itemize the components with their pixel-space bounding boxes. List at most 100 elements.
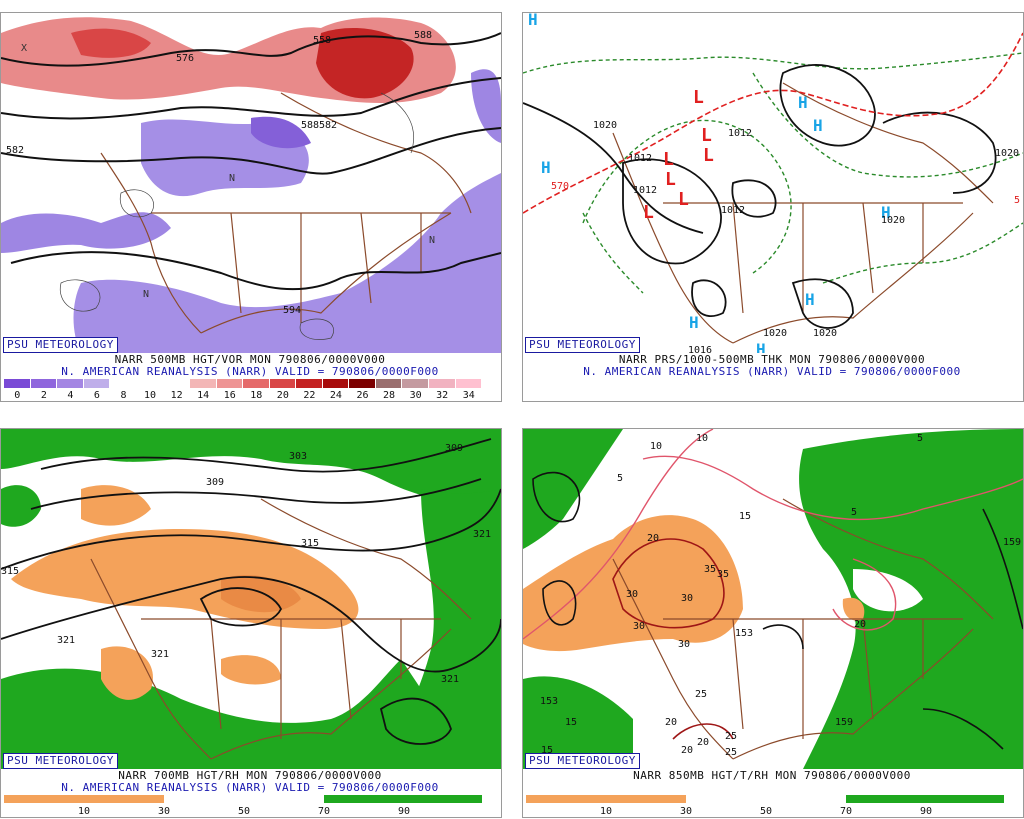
vorticity-colorbar-swatch	[110, 379, 137, 388]
vorticity-colorbar-tick: 34	[462, 390, 475, 401]
vorticity-colorbar-swatch	[455, 379, 483, 388]
panel-frame	[0, 428, 502, 818]
vorticity-colorbar-tick: 10	[144, 390, 157, 401]
height-contours	[532, 471, 1023, 750]
contour-label: 25	[695, 689, 707, 700]
contour-label: 321	[441, 674, 459, 685]
rh-moist-area	[523, 676, 633, 769]
vorticity-purple-area	[1, 212, 171, 253]
caption-product: NARR PRS/1000-500MB THK MON 790806/0000V…	[618, 353, 926, 366]
vorticity-min-marker: N	[429, 235, 435, 246]
caption-product: NARR 700MB HGT/RH MON 790806/0000V000	[118, 769, 382, 782]
contour-label: 159	[835, 717, 853, 728]
isobar-label: 1012	[628, 153, 652, 164]
contour-label: 30	[633, 621, 645, 632]
thickness-label: 5	[1014, 195, 1020, 206]
psu-meteorology-watermark: PSU METEOROLOGY	[3, 337, 118, 353]
contour-labels: 10 10 5 5 5 15 20 20 35 35 30 30 30 30 2…	[540, 433, 1021, 758]
vorticity-colorbar-tick: 24	[329, 390, 342, 401]
contour-label: 315	[301, 538, 319, 549]
vorticity-colorbar-tick: 0	[14, 390, 21, 401]
contour-label: 321	[151, 649, 169, 660]
contour-label: 321	[473, 529, 491, 540]
rh-colorbar-tick: 30	[679, 806, 693, 817]
psu-meteorology-watermark: PSU METEOROLOGY	[525, 337, 640, 353]
contour-label: 153	[735, 628, 753, 639]
vorticity-colorbar-swatch	[57, 379, 84, 388]
vorticity-colorbar-tick: 2	[40, 390, 47, 401]
temperature-contours-warm	[612, 538, 734, 740]
high-pressure-label: H	[689, 313, 699, 332]
contour-label: 20	[681, 745, 693, 756]
low-pressure-label: L	[678, 189, 689, 210]
contour-label: 588	[414, 30, 432, 41]
isobar-label: 1020	[995, 148, 1019, 159]
thickness-570-line	[523, 32, 1023, 214]
rh-dry-area	[523, 515, 743, 652]
caption-valid: N. AMERICAN REANALYSIS (NARR) VALID = 79…	[583, 365, 961, 378]
contour-label: 321	[57, 635, 75, 646]
vorticity-colorbar-swatch	[322, 379, 350, 388]
vorticity-min-marker: N	[143, 289, 149, 300]
vorticity-colorbar-swatch	[296, 379, 323, 388]
vorticity-colorbar-tick: 16	[223, 390, 236, 401]
rh-moist-area	[381, 489, 501, 769]
panel-850mb-t-rh: 10 10 5 5 5 15 20 20 35 35 30 30 30 30 2…	[522, 428, 1024, 818]
psu-meteorology-watermark: PSU METEOROLOGY	[3, 753, 118, 769]
vorticity-colorbar-swatch	[4, 379, 31, 388]
contour-label: 5	[917, 433, 923, 444]
low-pressure-label: L	[665, 169, 676, 190]
contour-label: 25	[725, 731, 737, 742]
vorticity-colorbar-tick: 14	[197, 390, 210, 401]
vorticity-min-marker: N	[229, 173, 235, 184]
caption-product: NARR 500MB HGT/VOR MON 790806/0000V000	[114, 353, 386, 366]
contour-label: 315	[1, 566, 19, 577]
isobar-label: 1020	[763, 328, 787, 339]
contour-label: 20	[647, 533, 659, 544]
vorticity-colorbar-tick: 28	[383, 390, 396, 401]
contour-label: 10	[696, 433, 708, 444]
thickness-contours	[523, 52, 1023, 294]
rh-colorbar-tick: 30	[157, 806, 171, 817]
isobars	[523, 64, 997, 329]
vorticity-colorbar-tick: 20	[276, 390, 289, 401]
caption-valid: N. AMERICAN REANALYSIS (NARR) VALID = 79…	[61, 365, 439, 378]
panel-frame	[0, 12, 502, 402]
high-pressure-label: H	[528, 13, 538, 29]
vorticity-colorbar-swatch	[349, 379, 376, 388]
high-pressure-label: H	[541, 158, 551, 177]
rh-colorbar-tick: 50	[237, 806, 251, 817]
high-pressure-label: H	[798, 93, 808, 112]
isobar-label: 1020	[881, 215, 905, 226]
contour-label: 20	[697, 737, 709, 748]
vorticity-purple-area	[73, 173, 501, 353]
vorticity-contours	[59, 92, 414, 340]
high-pressure-label: H	[813, 116, 823, 135]
rh-colorbar-tick: 50	[759, 806, 773, 817]
contour-label: 309	[206, 477, 224, 488]
vorticity-colorbar-tick: 12	[170, 390, 183, 401]
contour-label: 582	[6, 145, 24, 156]
vorticity-colorbar-swatch	[189, 379, 217, 388]
vorticity-colorbar-tick: 26	[356, 390, 369, 401]
vorticity-colorbar-tick: 30	[409, 390, 422, 401]
rh-colorbar	[526, 795, 1004, 803]
rh-colorbar-tick: 10	[599, 806, 613, 817]
contour-label: 558	[313, 35, 331, 46]
vorticity-red-area	[71, 28, 151, 58]
contour-label: 35	[704, 564, 716, 575]
isobar-label: 1012	[721, 205, 745, 216]
rh-dry-area	[221, 575, 301, 613]
isobar-label: 1012	[728, 128, 752, 139]
contour-label: 30	[681, 593, 693, 604]
contour-label: 20	[854, 619, 866, 630]
vorticity-colorbar-tick: 8	[120, 390, 127, 401]
map-borders	[612, 82, 994, 344]
rh-moist-area	[1, 485, 41, 527]
contour-label: 15	[739, 511, 751, 522]
contour-label: 15	[565, 717, 577, 728]
low-pressure-label: L	[643, 202, 654, 223]
map-borders	[90, 498, 472, 760]
isobar-label: 1020	[813, 328, 837, 339]
low-pressure-label: L	[693, 87, 704, 108]
